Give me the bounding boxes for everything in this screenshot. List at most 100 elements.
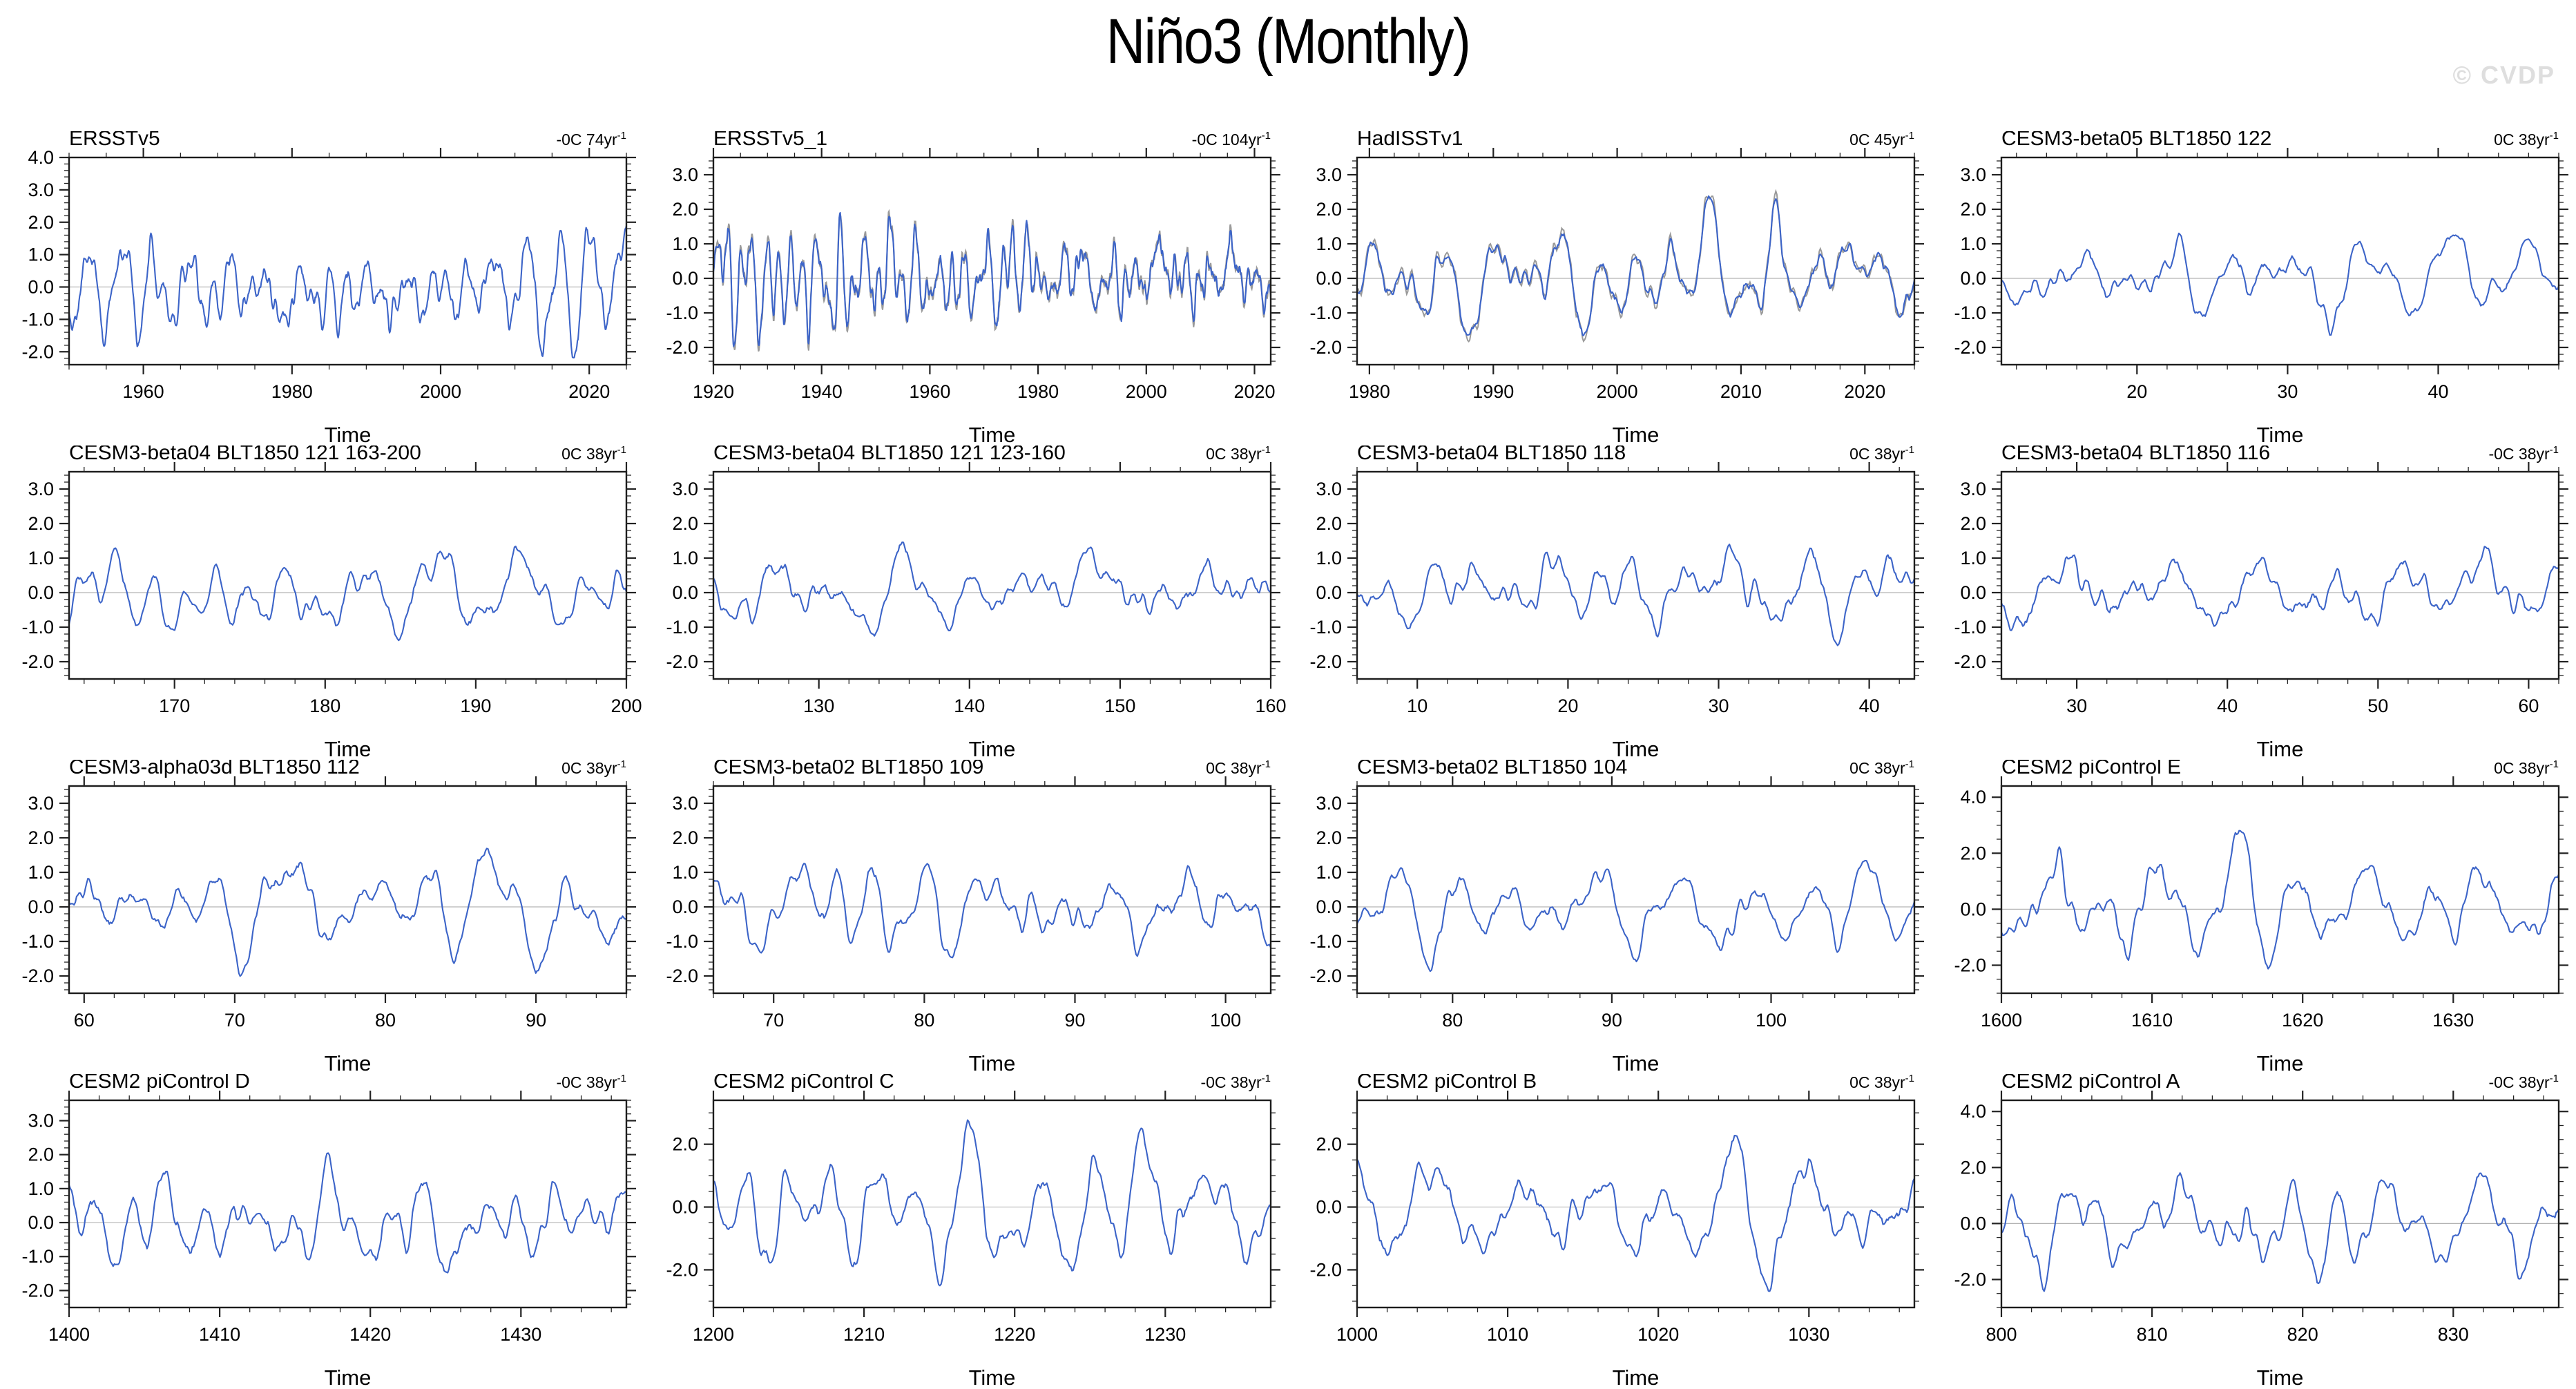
x-tick-label: 1980 (271, 381, 313, 402)
cvdp-watermark: © CVDP (2452, 61, 2555, 89)
y-tick-label: -2.0 (1309, 1259, 1342, 1280)
trend-annotation: 0C 38yr-1 (2494, 131, 2559, 149)
y-tick-label: 2.0 (1960, 199, 1986, 220)
y-tick-label: 0.0 (1316, 1197, 1342, 1218)
y-tick-label: 3.0 (1960, 164, 1986, 185)
x-tick-label: 80 (914, 1010, 934, 1031)
panel-svg: 30 40 50 60 3.0 2.0 1.0 0.0 -1.0 -2.0 CESM3-beta04… (1954, 446, 2568, 760)
y-tick-label: 4.0 (28, 147, 54, 168)
y-tick-label: 2.0 (672, 827, 698, 848)
plot-frame (712, 470, 1271, 680)
plot-frame (2000, 785, 2559, 995)
panel-svg: 70 80 90 100 3.0 2.0 1.0 0.0 -1.0 -2.0 CESM3-beta0… (666, 760, 1280, 1074)
plot-frame (68, 470, 628, 680)
plot-frame (712, 1099, 1271, 1309)
y-tick-label: 2.0 (1316, 827, 1342, 848)
y-tick-label: 0.0 (1960, 899, 1986, 919)
y-tick-label: -2.0 (21, 1280, 54, 1301)
panel-title: CESM3-beta04 BLT1850 118 (1357, 446, 1626, 464)
y-tick-label: 2.0 (1960, 513, 1986, 534)
series-line (1356, 544, 1915, 646)
x-tick-label: 810 (2136, 1324, 2167, 1345)
plot-frame (712, 156, 1271, 366)
time-axis-label: Time (1613, 423, 1660, 446)
panel-title: ERSSTv5_1 (713, 131, 827, 150)
plot-frame (712, 785, 1271, 995)
y-tick-label: 2.0 (1316, 1134, 1342, 1155)
y-tick-label: 4.0 (1960, 787, 1986, 807)
y-tick-label: -1.0 (666, 931, 698, 952)
y-tick-label: -2.0 (21, 341, 54, 362)
y-tick-label: -2.0 (666, 337, 698, 358)
x-tick-label: 800 (1986, 1324, 2017, 1345)
x-tick-label: 2000 (1125, 381, 1166, 402)
panel-title: CESM2 piControl D (69, 1074, 250, 1093)
y-tick-label: 0.0 (1960, 1213, 1986, 1234)
y-tick-label: 1.0 (1960, 233, 1986, 254)
y-tick-label: -2.0 (21, 651, 54, 672)
time-axis-label: Time (2256, 1051, 2303, 1074)
x-tick-label: 80 (375, 1010, 396, 1031)
y-tick-label: -2.0 (1954, 337, 1986, 358)
y-tick-label: 3.0 (28, 479, 54, 499)
x-tick-label: 1230 (1144, 1324, 1186, 1345)
time-axis-label: Time (1613, 1051, 1660, 1074)
y-tick-label: -1.0 (1309, 931, 1342, 952)
trend-annotation: -0C 104yr-1 (1191, 131, 1270, 149)
trend-annotation: 0C 38yr-1 (1849, 1074, 1914, 1091)
page-title: Niño3 (Monthly) (1106, 6, 1471, 77)
panel-title: CESM2 piControl E (2001, 760, 2181, 778)
trend-annotation: 0C 38yr-1 (1849, 446, 1914, 463)
y-tick-label: 4.0 (1960, 1101, 1986, 1122)
time-axis-label: Time (2256, 1366, 2303, 1388)
series-line (68, 545, 627, 642)
x-tick-label: 20 (1557, 696, 1578, 716)
y-tick-label: -2.0 (1954, 955, 1986, 975)
x-tick-label: 70 (224, 1010, 245, 1031)
x-tick-label: 1400 (48, 1324, 90, 1345)
chart-grid: 1960 1980 2000 2020 4.0 3.0 2.0 1.0 0.0 -1.0 -2.0 E… (0, 131, 2576, 1388)
plot-frame (1356, 470, 1916, 680)
chart-panel-9: 60 70 80 90 3.0 2.0 1.0 0.0 -1.0 -2.0 CESM3-alpha0… (0, 760, 644, 1074)
time-axis-label: Time (968, 423, 1015, 446)
x-tick-label: 130 (803, 696, 834, 716)
y-tick-label: 2.0 (28, 827, 54, 848)
panel-title: CESM2 piControl C (713, 1074, 894, 1093)
panel-svg: 1000 1010 1020 1030 2.0 0.0 -2.0 CESM2 piContro… (1309, 1074, 1924, 1388)
y-tick-label: 0.0 (1316, 897, 1342, 917)
x-tick-label: 200 (611, 696, 642, 716)
y-tick-label: -1.0 (666, 303, 698, 323)
series-line (68, 847, 627, 977)
y-tick-label: 3.0 (28, 793, 54, 814)
plot-frame (1356, 1099, 1916, 1309)
y-tick-label: 2.0 (1960, 1157, 1986, 1178)
y-tick-label: 0.0 (1316, 582, 1342, 603)
trend-annotation: 0C 45yr-1 (1849, 131, 1914, 149)
y-tick-label: -2.0 (666, 651, 698, 672)
chart-panel-2: 1920 1940 1960 1980 2000 2020 3.0 2.0 1.0 0.0 -1.0… (644, 131, 1289, 446)
y-tick-label: 3.0 (1316, 479, 1342, 499)
x-tick-label: 40 (2217, 696, 2238, 716)
y-tick-label: -2.0 (1309, 337, 1342, 358)
chart-panel-13: 1400 1410 1420 1430 3.0 2.0 1.0 0.0 -1.0 -2.0 CESM… (0, 1074, 644, 1388)
panel-title: ERSSTv5 (69, 131, 160, 150)
plot-frame (68, 156, 628, 366)
y-tick-label: -1.0 (21, 931, 54, 952)
y-tick-label: 0.0 (1316, 268, 1342, 289)
panel-title: HadISSTv1 (1357, 131, 1463, 150)
y-tick-label: 1.0 (28, 1178, 54, 1199)
y-tick-label: -2.0 (1309, 651, 1342, 672)
x-tick-label: 90 (1602, 1010, 1622, 1031)
y-tick-label: 2.0 (672, 199, 698, 220)
y-tick-label: -2.0 (21, 966, 54, 986)
chart-panel-7: 10 20 30 40 3.0 2.0 1.0 0.0 -1.0 -2.0 CESM3-beta04… (1288, 446, 1932, 760)
panel-svg: 800 810 820 830 4.0 2.0 0.0 -2.0 CESM2 piControl… (1954, 1074, 2568, 1388)
panel-title: CESM3-alpha03d BLT1850 112 (69, 760, 360, 778)
plot-frame (2000, 156, 2559, 366)
y-tick-label: -1.0 (21, 1246, 54, 1267)
y-tick-label: 1.0 (28, 548, 54, 568)
x-tick-label: 150 (1104, 696, 1135, 716)
y-tick-label: 1.0 (1316, 233, 1342, 254)
x-tick-label: 160 (1255, 696, 1286, 716)
y-tick-label: 2.0 (1316, 199, 1342, 220)
